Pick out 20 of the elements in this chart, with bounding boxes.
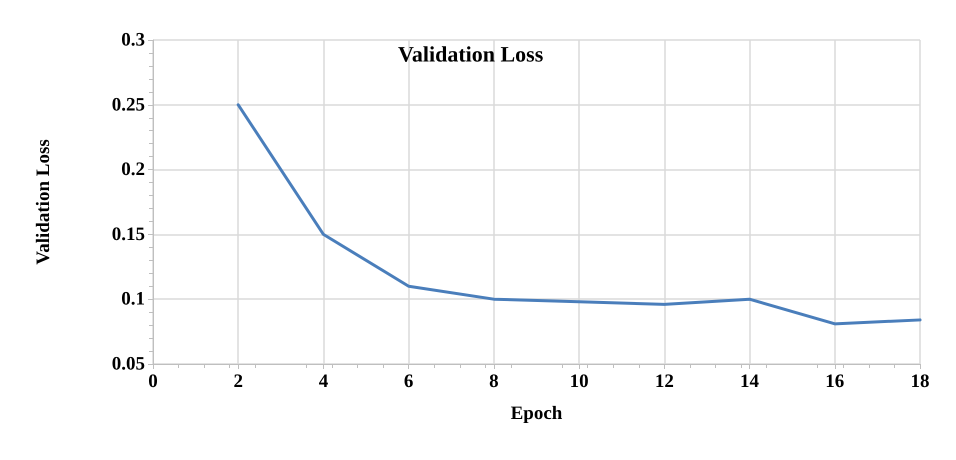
x-tick-label: 2: [233, 371, 243, 392]
x-axis-title: Epoch: [510, 403, 563, 424]
y-tick-label: 0.25: [112, 94, 145, 116]
x-tick-label: 10: [570, 371, 589, 392]
chart-title: Validation Loss: [398, 42, 544, 66]
x-tick-label: 4: [318, 371, 329, 392]
x-tick-label: 6: [404, 371, 414, 392]
x-tick-label: 18: [910, 371, 930, 392]
y-tick-label: 0.15: [112, 224, 145, 245]
y-tick-label: 0.1: [121, 288, 145, 310]
x-tick-label: 8: [489, 371, 499, 392]
y-axis-title: Validation Loss: [33, 139, 54, 265]
y-tick-label: 0.2: [121, 159, 145, 180]
x-tick-label: 14: [740, 371, 760, 392]
x-tick-label: 16: [825, 371, 844, 392]
x-tick-label: 12: [654, 371, 674, 392]
y-tick-label: 0.3: [121, 30, 145, 50]
y-tick-label: 0.05: [112, 354, 145, 374]
x-tick-label: 0: [148, 371, 158, 392]
line-series: [236, 103, 922, 326]
